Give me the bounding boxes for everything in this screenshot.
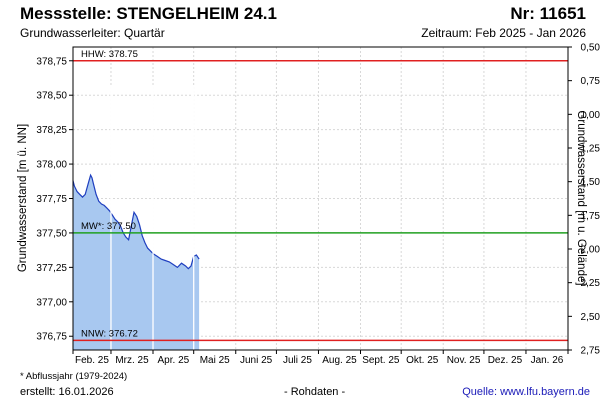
y-tick-label: 376,75: [36, 332, 67, 343]
y2-axis-title: Grundwasserstand [m u. Gelände]: [575, 110, 587, 285]
y2-tick-label: 2,75: [581, 346, 600, 357]
x-tick-label: Jan. 26: [531, 355, 564, 366]
y2-tick-label: 1,00: [581, 110, 600, 121]
source-link[interactable]: Quelle: www.lfu.bayern.de: [462, 386, 590, 398]
reference-lines: HHW: 378.75 MW*: 377.50 NNW: 376.72: [73, 49, 568, 342]
x-tick-label: Feb. 25: [75, 355, 109, 366]
y2-tick-label: 2,50: [581, 312, 600, 323]
x-tick-label: Aug. 25: [322, 355, 357, 366]
y2-tick-label: 0,75: [581, 76, 600, 87]
y2-tick-label: 1,50: [581, 177, 600, 188]
y-axis-title: Grundwasserstand [m ü. NN]: [17, 124, 29, 272]
y2-tick-label: 1,25: [581, 144, 600, 155]
page-title: Messstelle: STENGELHEIM 24.1: [20, 4, 277, 23]
x-tick-label: Apr. 25: [158, 355, 190, 366]
x-tick-label: Okt. 25: [406, 355, 439, 366]
created-date: erstellt: 16.01.2026: [20, 386, 114, 398]
reference-label: NNW: 376.72: [81, 328, 138, 339]
y-tick-label: 378,25: [36, 125, 67, 136]
x-tick-label: Juni 25: [240, 355, 273, 366]
x-tick-label: Mai 25: [200, 355, 230, 366]
station-number: Nr: 11651: [510, 4, 586, 23]
y2-tick-label: 2,25: [581, 278, 600, 289]
x-tick-label: Nov. 25: [447, 355, 481, 366]
y-tick-label: 378,00: [36, 160, 67, 171]
data-series-line: [72, 173, 200, 270]
data-area: [72, 87, 200, 350]
x-tick-label: Sept. 25: [362, 355, 400, 366]
y2-axis-ticks: 0,50 0,75 1,00 1,25 1,50 1,75 2,00 2,25 2,50 2,75: [568, 43, 600, 357]
x-tick-label: Juli 25: [283, 355, 312, 366]
footnote: * Abflussjahr (1979-2024): [20, 371, 128, 382]
data-area-fill: [73, 175, 200, 350]
y-tick-label: 378,50: [36, 91, 67, 102]
y-tick-label: 377,50: [36, 228, 67, 239]
aquifer-label: Grundwasserleiter: Quartär: [20, 26, 165, 40]
x-tick-label: Mrz. 25: [115, 355, 149, 366]
y2-tick-label: 1,75: [581, 211, 600, 222]
y2-tick-label: 0,50: [581, 43, 600, 54]
y-axis-ticks: 378,75 378,50 378,25 378,00 377,75 377,50 377,…: [36, 56, 73, 343]
x-axis-ticks: Feb. 25 Mrz. 25 Apr. 25 Mai 25 Juni 25 Juli 2…: [72, 350, 569, 366]
reference-label: MW*: 377.50: [81, 221, 136, 232]
period-label: Zeitraum: Feb 2025 - Jan 2026: [421, 26, 586, 40]
rawdata-label: - Rohdaten -: [284, 386, 346, 398]
y-tick-label: 378,75: [36, 56, 67, 67]
y-tick-label: 377,25: [36, 263, 67, 274]
x-tick-label: Dez. 25: [488, 355, 523, 366]
y2-tick-label: 2,00: [581, 245, 600, 256]
reference-label: HHW: 378.75: [81, 49, 138, 60]
y-tick-label: 377,75: [36, 194, 67, 205]
y-tick-label: 377,00: [36, 297, 67, 308]
